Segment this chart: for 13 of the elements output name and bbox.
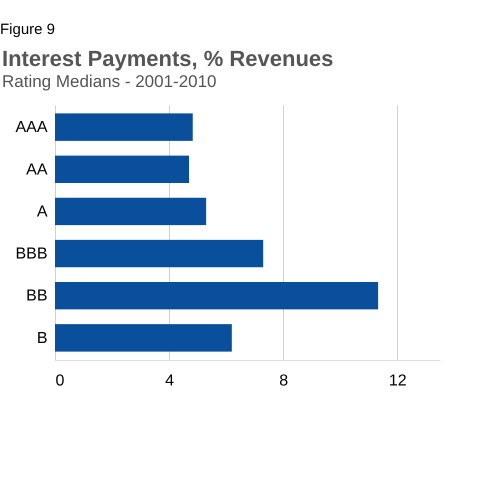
chart-subtitle: Rating Medians - 2001-2010	[2, 72, 217, 91]
y-tick-label: AAA	[15, 119, 48, 136]
y-tick-label: AA	[26, 161, 48, 178]
chart-title: Interest Payments, % Revenues	[2, 46, 334, 71]
x-tick-label: 8	[279, 372, 288, 390]
x-tick-label: 4	[165, 372, 174, 390]
y-tick-label: BBB	[15, 246, 48, 263]
y-tick-label: B	[36, 330, 48, 347]
y-tick-label: BB	[26, 288, 48, 305]
x-tick-label: 0	[56, 372, 64, 390]
x-tick-label: 12	[388, 372, 407, 390]
y-tick-label: A	[36, 203, 48, 220]
caption: Figure 9	[0, 21, 56, 38]
